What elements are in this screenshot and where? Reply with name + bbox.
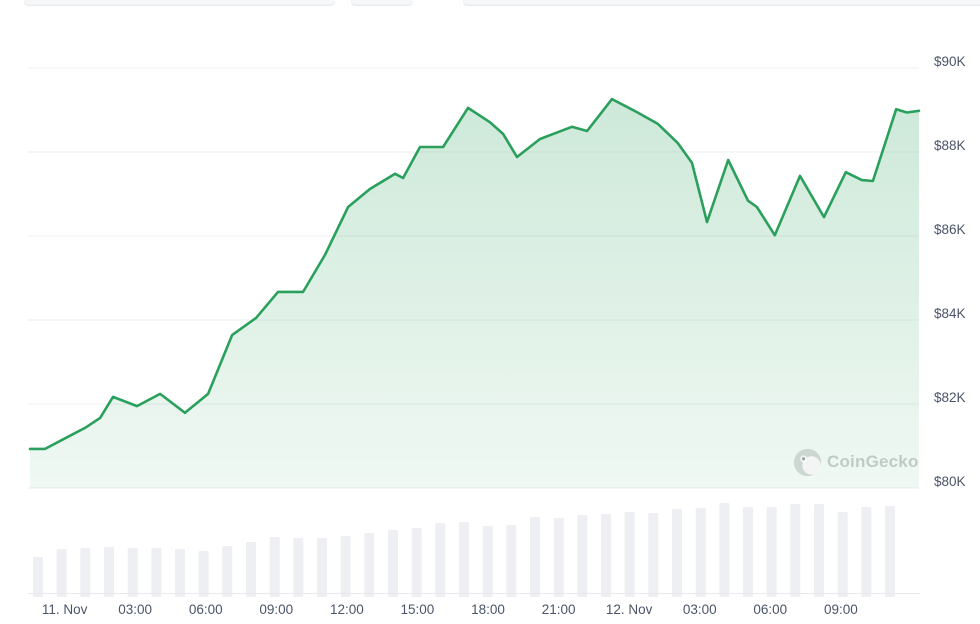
volume-bar (411, 528, 422, 597)
volume-bar (530, 517, 540, 597)
volume-bar (482, 526, 493, 597)
x-axis-label: 06:00 (188, 602, 223, 617)
x-axis-label: 09:00 (259, 602, 294, 617)
volume-bar (885, 506, 895, 597)
volume-bar (577, 515, 588, 597)
volume-bar (459, 522, 469, 597)
y-axis-label: $86K (934, 222, 966, 237)
volume-bar (506, 525, 517, 597)
volume-bar (435, 523, 446, 597)
x-axis-label: 15:00 (400, 602, 435, 617)
x-axis-label: 18:00 (471, 602, 505, 617)
volume-bar (861, 507, 872, 597)
volume-bar (33, 557, 43, 597)
price-line (28, 97, 921, 451)
volume-bar (198, 551, 209, 597)
x-axis-label: 03:00 (118, 602, 153, 617)
toolbar-skeleton-left (24, 0, 335, 6)
volume-bar (648, 513, 659, 597)
volume-bar (222, 546, 233, 597)
volume-bar (553, 518, 564, 597)
x-axis-label: 21:00 (541, 602, 576, 617)
volume-bar (364, 533, 375, 597)
volume-bar (790, 504, 801, 597)
volume-bar (814, 504, 824, 597)
volume-bar (695, 508, 706, 597)
volume-bar (719, 503, 730, 597)
volume-bar (246, 542, 256, 597)
x-axis-label: 11. Nov (41, 602, 88, 617)
y-axis-label: $80K (934, 474, 966, 489)
price-area (30, 99, 919, 488)
volume-bar (601, 514, 611, 597)
volume-bar (175, 549, 185, 597)
x-axis-label: 09:00 (823, 602, 858, 617)
volume-bar (269, 537, 280, 597)
volume-bar (80, 548, 91, 597)
volume-bar (151, 548, 162, 597)
volume-bar (837, 512, 848, 597)
volume-bar (766, 507, 777, 597)
y-axis-label: $90K (934, 54, 966, 69)
volume-bar (743, 507, 753, 597)
x-axis-label: 03:00 (682, 602, 717, 617)
toolbar-skeleton-right (463, 0, 980, 6)
volume-bar (104, 547, 114, 597)
volume-bar (340, 536, 351, 597)
toolbar-skeleton-mid (351, 0, 413, 6)
y-axis-label: $84K (934, 306, 966, 321)
volume-bar (317, 538, 327, 597)
volume-bar (624, 512, 635, 597)
volume-bar (388, 530, 398, 597)
x-axis-label: 06:00 (753, 602, 788, 617)
x-axis-label: 12:00 (329, 602, 364, 617)
volume-bar (56, 549, 67, 597)
x-axis-label: 12. Nov (605, 602, 653, 617)
y-axis-label: $82K (934, 390, 966, 405)
y-axis-label: $88K (934, 138, 966, 153)
volume-bar (672, 509, 682, 597)
volume-bar (127, 548, 138, 597)
volume-bar (293, 538, 304, 597)
